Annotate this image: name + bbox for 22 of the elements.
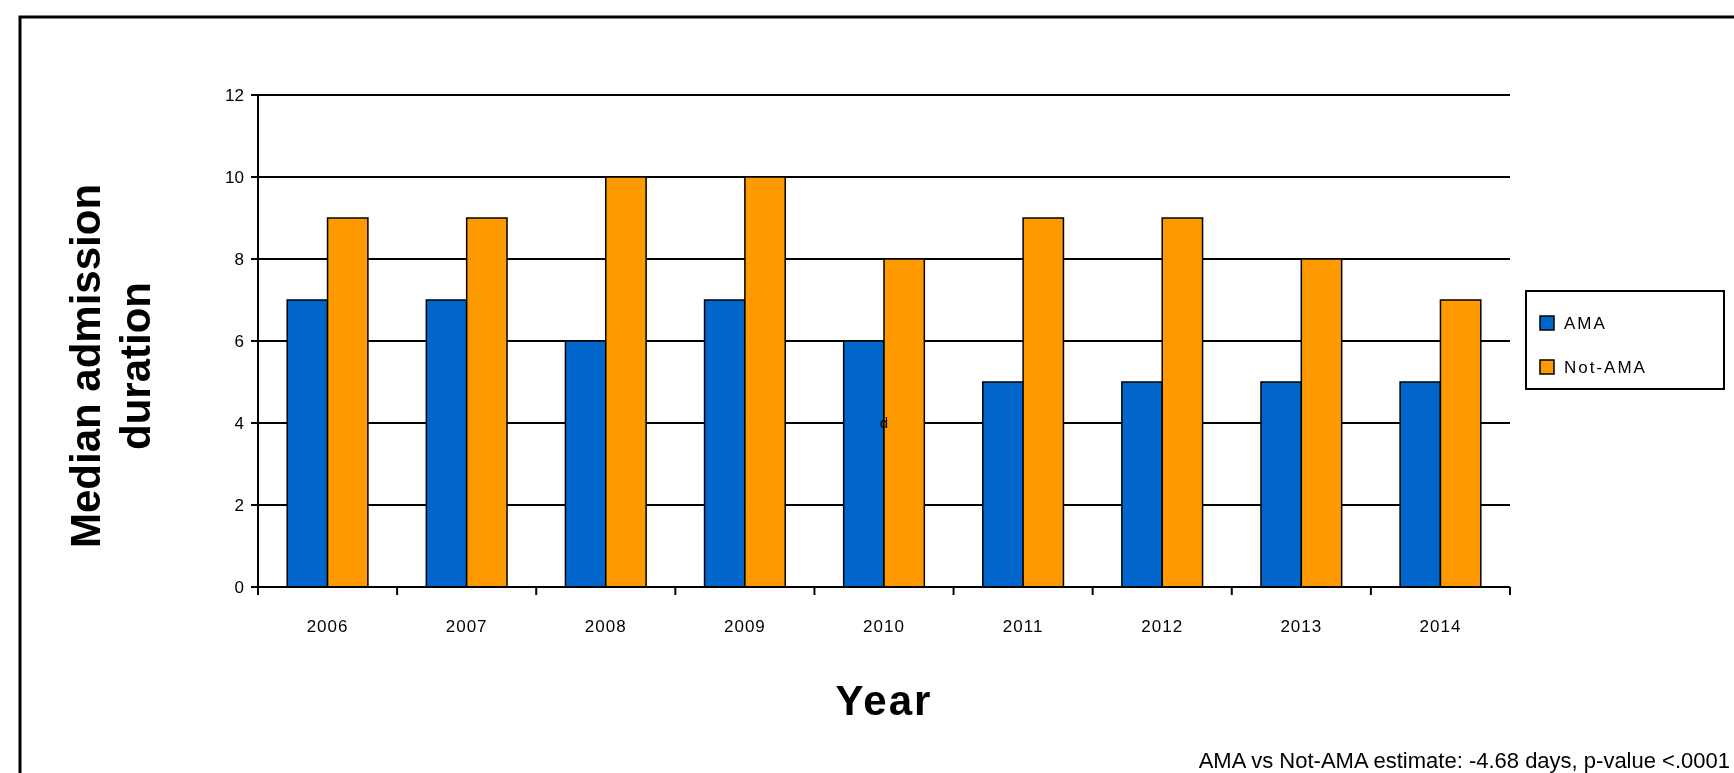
- x-tick-label: 2011: [1002, 617, 1044, 636]
- y-tick-label: 6: [234, 331, 244, 351]
- annotation: d: [879, 414, 889, 432]
- x-tick-label: 2006: [306, 617, 349, 636]
- legend-label: Not-AMA: [1564, 357, 1647, 377]
- text: AMA vs Not-AMA estimate: -4.68 days, p-value <.0001: [1198, 748, 1730, 773]
- y-tick-label: 0: [234, 577, 244, 597]
- x-tick-label: 2012: [1141, 617, 1184, 636]
- x-tick-label: 2013: [1280, 617, 1323, 636]
- x-tick-label: 2007: [445, 617, 488, 636]
- y-tick-label: 12: [225, 85, 244, 105]
- x-tick-label: 2010: [863, 617, 905, 636]
- y-axis-title: Median admission duration: [62, 183, 159, 549]
- x-tick-label: 2008: [584, 617, 627, 636]
- x-tick-label: 2014: [1419, 617, 1462, 636]
- legend-label: AMA: [1564, 313, 1607, 333]
- y-tick-label: 8: [234, 249, 244, 269]
- y-tick-label: 2: [234, 495, 244, 515]
- y-tick-label: 4: [234, 413, 244, 433]
- x-axis-title: Year: [835, 677, 933, 724]
- y-tick-label: 10: [225, 167, 244, 187]
- x-tick-label: 2009: [723, 617, 766, 636]
